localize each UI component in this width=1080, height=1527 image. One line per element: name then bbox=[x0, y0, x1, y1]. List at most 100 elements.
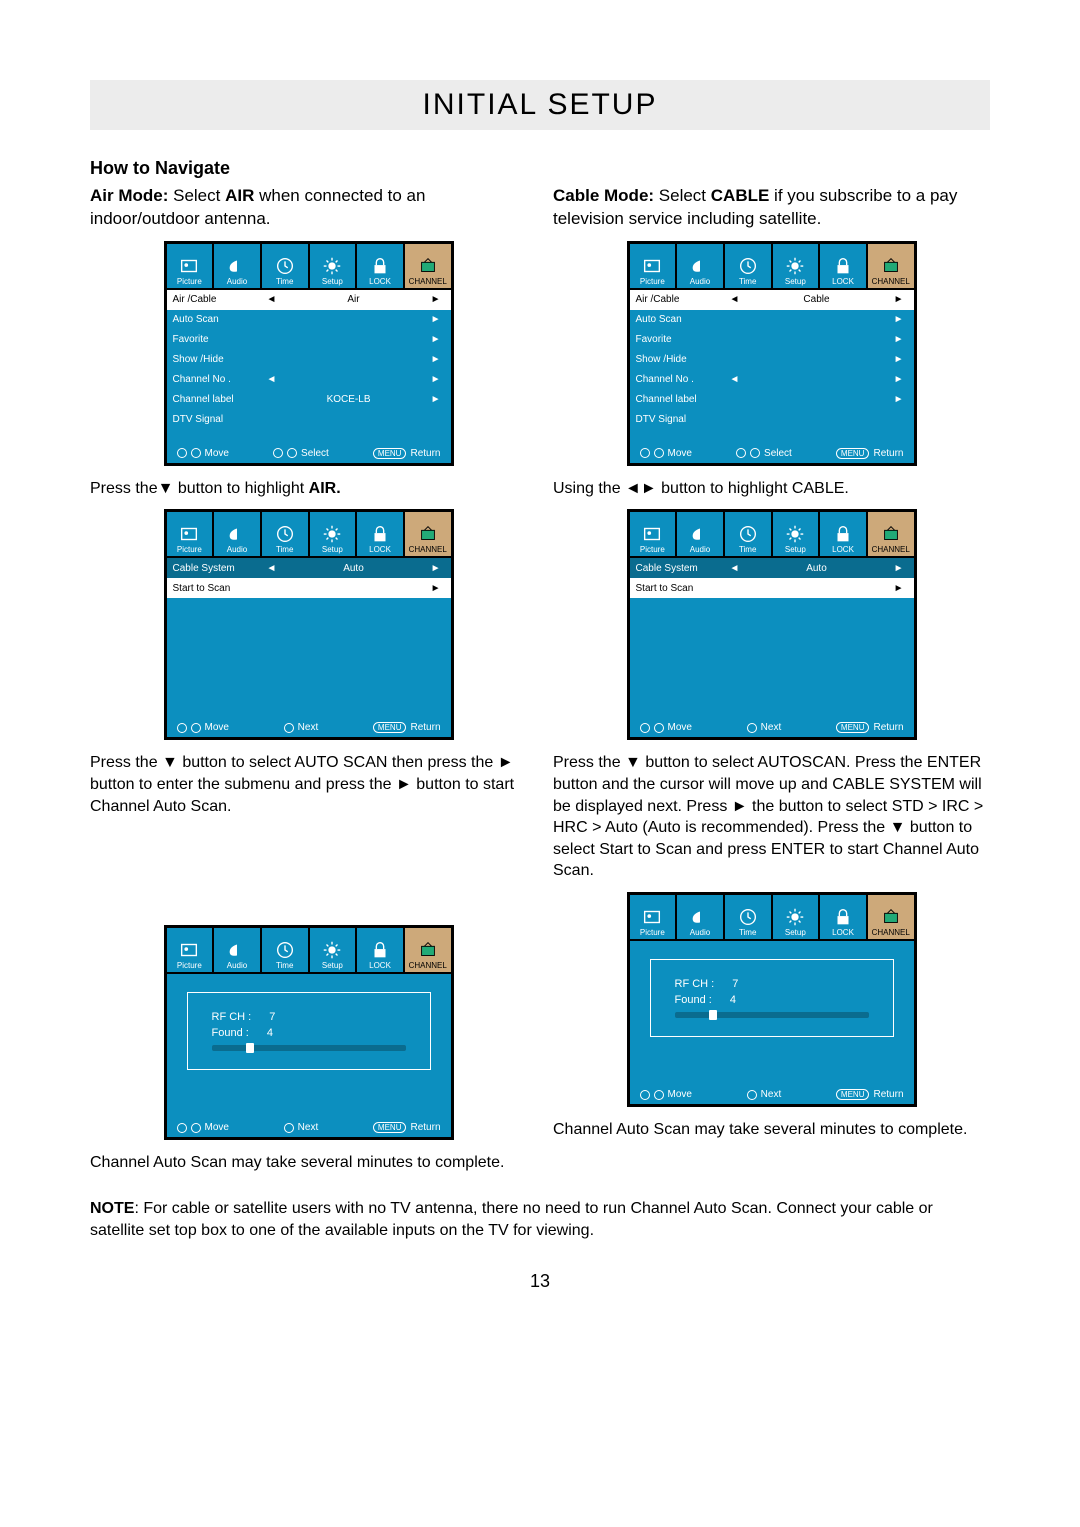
dpad-icon bbox=[273, 448, 283, 458]
tab-audio[interactable]: Audio bbox=[677, 895, 725, 939]
tab-time[interactable]: Time bbox=[725, 244, 773, 288]
tab-picture[interactable]: Picture bbox=[167, 928, 215, 972]
row-cable-system[interactable]: Cable System◄Auto► bbox=[167, 558, 451, 578]
left-arrow-icon: ◄ bbox=[730, 374, 740, 385]
row-show-hide[interactable]: Show /Hide► bbox=[167, 350, 451, 370]
row-air-cable[interactable]: Air /Cable◄Air► bbox=[167, 290, 451, 310]
tab-setup[interactable]: Setup bbox=[310, 244, 358, 288]
lock-icon bbox=[369, 939, 391, 961]
row-auto-scan[interactable]: Auto Scan► bbox=[167, 310, 451, 330]
rf-ch-value: 7 bbox=[269, 1011, 275, 1023]
tab-channel[interactable]: CHANNEL bbox=[868, 512, 914, 556]
tab-setup[interactable]: Setup bbox=[773, 512, 821, 556]
osd-tabs: Picture Audio Time Setup LOCK CHANNEL bbox=[167, 928, 451, 974]
tab-lock[interactable]: LOCK bbox=[820, 512, 868, 556]
row-label: Air /Cable bbox=[636, 294, 726, 305]
row-air-cable[interactable]: Air /Cable◄Cable► bbox=[630, 290, 914, 310]
tab-label: CHANNEL bbox=[872, 928, 910, 937]
osd-body: Air /Cable◄Air► Auto Scan► Favorite► Sho… bbox=[167, 290, 451, 444]
footer-return: Return bbox=[873, 722, 903, 733]
tab-lock[interactable]: LOCK bbox=[820, 895, 868, 939]
right-arrow-icon: ► bbox=[431, 563, 441, 574]
page-number: 13 bbox=[90, 1271, 990, 1292]
tab-label: Audio bbox=[227, 545, 247, 554]
osd-body: Air /Cable◄Cable► Auto Scan► Favorite► S… bbox=[630, 290, 914, 444]
row-start-to-scan[interactable]: Start to Scan► bbox=[630, 578, 914, 598]
tab-lock[interactable]: LOCK bbox=[357, 928, 405, 972]
air-step3: Press the ▼ button to select AUTO SCAN t… bbox=[90, 752, 527, 817]
footer-move: Move bbox=[205, 448, 229, 459]
tab-setup[interactable]: Setup bbox=[310, 512, 358, 556]
tab-label: Setup bbox=[785, 277, 806, 286]
dpad-icon bbox=[177, 1123, 187, 1133]
row-show-hide[interactable]: Show /Hide► bbox=[630, 350, 914, 370]
picture-icon bbox=[641, 906, 663, 928]
right-arrow-icon: ► bbox=[894, 563, 904, 574]
tab-audio[interactable]: Audio bbox=[677, 244, 725, 288]
tab-channel[interactable]: CHANNEL bbox=[868, 244, 914, 288]
lock-icon bbox=[832, 523, 854, 545]
tab-channel[interactable]: CHANNEL bbox=[405, 244, 451, 288]
tab-label: Time bbox=[276, 277, 293, 286]
tab-setup[interactable]: Setup bbox=[773, 244, 821, 288]
footer-next: Next bbox=[761, 1089, 782, 1100]
footer-move: Move bbox=[668, 448, 692, 459]
row-label: Start to Scan bbox=[636, 583, 726, 594]
tab-audio[interactable]: Audio bbox=[677, 512, 725, 556]
tab-audio[interactable]: Audio bbox=[214, 244, 262, 288]
row-channel-label[interactable]: Channel labelKOCE-LB► bbox=[167, 390, 451, 410]
scan-box: RF CH :7 Found :4 bbox=[650, 959, 894, 1037]
tab-lock[interactable]: LOCK bbox=[357, 512, 405, 556]
row-channel-label[interactable]: Channel label► bbox=[630, 390, 914, 410]
tab-time[interactable]: Time bbox=[262, 928, 310, 972]
tab-channel[interactable]: CHANNEL bbox=[405, 928, 451, 972]
picture-icon bbox=[178, 255, 200, 277]
row-dtv-signal[interactable]: DTV Signal bbox=[167, 410, 451, 430]
tab-audio[interactable]: Audio bbox=[214, 512, 262, 556]
right-arrow-icon: ► bbox=[431, 354, 441, 365]
tab-picture[interactable]: Picture bbox=[630, 512, 678, 556]
row-label: DTV Signal bbox=[173, 414, 263, 425]
found-label: Found : bbox=[675, 994, 712, 1006]
menu-pill: MENU bbox=[373, 1122, 407, 1133]
tab-lock[interactable]: LOCK bbox=[820, 244, 868, 288]
osd-body: Cable System◄Auto► Start to Scan► bbox=[630, 558, 914, 718]
enter-icon bbox=[284, 1123, 294, 1133]
tab-picture[interactable]: Picture bbox=[167, 244, 215, 288]
left-arrow-icon: ◄ bbox=[267, 563, 277, 574]
tab-lock[interactable]: LOCK bbox=[357, 244, 405, 288]
tab-audio[interactable]: Audio bbox=[214, 928, 262, 972]
row-channel-no[interactable]: Channel No .◄► bbox=[630, 370, 914, 390]
tab-label: Audio bbox=[227, 961, 247, 970]
tab-label: CHANNEL bbox=[409, 961, 447, 970]
right-arrow-icon: ► bbox=[894, 334, 904, 345]
content-columns: Air Mode: Select AIR when connected to a… bbox=[90, 185, 990, 1184]
tab-time[interactable]: Time bbox=[725, 512, 773, 556]
tab-picture[interactable]: Picture bbox=[630, 895, 678, 939]
rf-ch-value: 7 bbox=[732, 978, 738, 990]
tab-time[interactable]: Time bbox=[725, 895, 773, 939]
tab-channel[interactable]: CHANNEL bbox=[405, 512, 451, 556]
dpad-icon bbox=[177, 448, 187, 458]
tab-setup[interactable]: Setup bbox=[773, 895, 821, 939]
tab-picture[interactable]: Picture bbox=[630, 244, 678, 288]
row-auto-scan[interactable]: Auto Scan► bbox=[630, 310, 914, 330]
tab-time[interactable]: Time bbox=[262, 512, 310, 556]
tab-label: Picture bbox=[640, 928, 665, 937]
row-label: Start to Scan bbox=[173, 583, 263, 594]
enter-icon bbox=[747, 1090, 757, 1100]
row-cable-system[interactable]: Cable System◄Auto► bbox=[630, 558, 914, 578]
row-label: Channel No . bbox=[636, 374, 726, 385]
tab-picture[interactable]: Picture bbox=[167, 512, 215, 556]
row-start-to-scan[interactable]: Start to Scan► bbox=[167, 578, 451, 598]
found-label: Found : bbox=[212, 1027, 249, 1039]
tab-setup[interactable]: Setup bbox=[310, 928, 358, 972]
tab-channel[interactable]: CHANNEL bbox=[868, 895, 914, 939]
channel-icon bbox=[417, 939, 439, 961]
tab-time[interactable]: Time bbox=[262, 244, 310, 288]
dpad-icon bbox=[654, 723, 664, 733]
row-channel-no[interactable]: Channel No .◄► bbox=[167, 370, 451, 390]
row-favorite[interactable]: Favorite► bbox=[167, 330, 451, 350]
row-dtv-signal[interactable]: DTV Signal bbox=[630, 410, 914, 430]
row-favorite[interactable]: Favorite► bbox=[630, 330, 914, 350]
